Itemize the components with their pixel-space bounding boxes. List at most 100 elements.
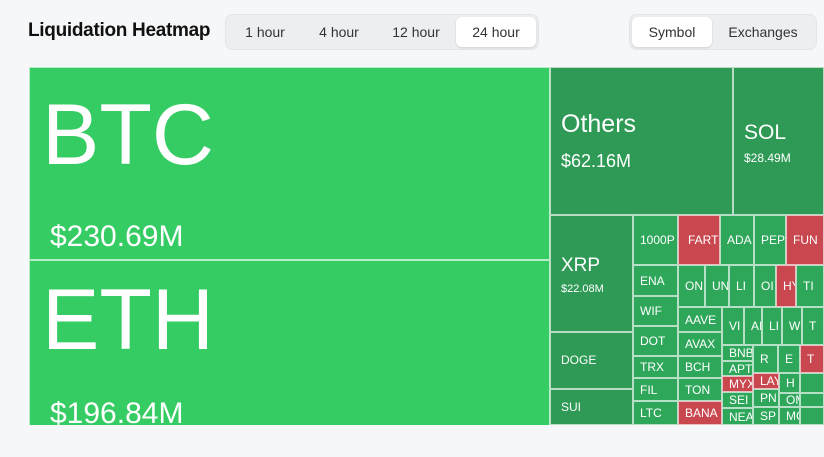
tab-symbol[interactable]: Symbol [632,17,712,47]
tile-dot[interactable]: DOT [633,326,678,356]
tile-eth[interactable]: ETH $196.84M [29,260,550,425]
page-title: Liquidation Heatmap [28,20,211,41]
tile-ena-symbol: ENA [640,273,665,288]
tile-hy[interactable]: HY [776,265,796,307]
tile-ada-symbol: ADA [727,233,752,247]
tile-sol[interactable]: SOL $28.49M [733,67,824,215]
tab-exchanges[interactable]: Exchanges [728,24,798,40]
tile-r-symbol: R [760,352,769,366]
tile-aave-symbol: AAVE [685,312,717,327]
tile-others[interactable]: Others $62.16M [550,67,733,215]
tile-avax-symbol: AVAX [685,337,716,351]
tile-banana-symbol: BANA [685,406,718,420]
tile-mc[interactable]: MC [779,407,800,425]
tile-near[interactable]: NEA [722,408,753,425]
tile-trx[interactable]: TRX [633,356,678,378]
tile-near-symbol: NEA [729,409,753,424]
tab-1-hour[interactable]: 1 hour [245,24,285,40]
tile-doge-symbol: DOGE [561,353,597,367]
tile-sei-symbol: SEI [729,393,749,407]
tile-fil[interactable]: FIL [633,378,678,401]
tile-ti-symbol: TI [803,279,814,293]
tile-r[interactable]: R [753,345,778,373]
tile-layer[interactable]: LAY [753,373,779,389]
tile-li-2[interactable]: LI [762,307,782,345]
tab-24-hour[interactable]: 24 hour [456,17,536,47]
tile-sp[interactable]: SP [753,407,779,425]
tile-h[interactable]: H [779,373,800,393]
tile-fun-symbol: FUN [793,233,818,247]
tile-h-symbol: H [786,376,795,390]
tile-avax[interactable]: AVAX [678,332,722,356]
tile-t-red-symbol: T [807,352,815,366]
tile-sui[interactable]: SUI [550,389,633,425]
tile-dot-symbol: DOT [640,334,666,348]
tile-bch-symbol: BCH [685,360,711,374]
tile-on[interactable]: ON [678,265,705,307]
tile-om[interactable]: OM [779,393,800,407]
tile-btc[interactable]: BTC $230.69M [29,67,550,260]
tile-eth-symbol: ETH [42,272,214,368]
tile-btc-symbol: BTC [42,87,214,183]
tile-pnut[interactable]: PN [753,389,779,407]
tile-oi[interactable]: OI [754,265,776,307]
tile-misc-2[interactable] [800,393,824,407]
tile-wif-symbol: WIF [640,304,662,318]
tile-others-value: $62.16M [561,151,632,171]
tile-mc-symbol: MC [786,409,799,423]
tile-ti[interactable]: TI [796,265,824,307]
tile-doge[interactable]: DOGE [550,332,633,389]
tile-xrp-value: $22.08M [561,283,604,295]
tile-fartcoin[interactable]: FARTC [678,215,720,265]
tile-on-symbol: ON [685,279,703,293]
tile-pepe[interactable]: PEP [754,215,786,265]
tile-w-symbol: W [789,319,801,333]
tile-btc-value: $230.69M [50,220,184,253]
header: Liquidation Heatmap 1 hour 4 hour 12 hou… [0,0,824,64]
tab-12-hour[interactable]: 12 hour [392,24,440,40]
time-range-selector: 1 hour 4 hour 12 hour 24 hour [225,14,539,50]
tile-misc-3[interactable] [800,407,824,425]
tile-1000p-symbol: 1000P [640,233,675,247]
tile-wif[interactable]: WIF [633,296,678,326]
tile-t[interactable]: T [802,307,824,345]
tile-layer-symbol: LAY [760,374,778,388]
tile-oi-symbol: OI [761,279,774,293]
tile-li[interactable]: LI [729,265,754,307]
tile-apt[interactable]: APT [722,361,753,376]
tab-4-hour[interactable]: 4 hour [319,24,359,40]
tile-sol-symbol: SOL [744,121,787,144]
tile-misc-1[interactable] [800,373,824,393]
tile-fun[interactable]: FUN [786,215,824,265]
tile-bch[interactable]: BCH [678,356,722,378]
tile-ai-symbol: AI [751,319,762,333]
tile-ada[interactable]: ADA [720,215,754,265]
liquidation-heatmap: BTC $230.69M ETH $196.84M Others $62.16M… [29,67,824,425]
tile-li-symbol: LI [736,279,747,293]
tile-ltc[interactable]: LTC [633,401,678,425]
tile-banana[interactable]: BANA [678,401,722,425]
tile-1000p[interactable]: 1000P [633,215,678,265]
tile-ton[interactable]: TON [678,378,722,401]
view-mode-selector: Symbol Exchanges [629,14,817,50]
tile-xrp[interactable]: XRP $22.08M [550,215,633,332]
tile-myx[interactable]: MYX [722,376,753,392]
tile-e-symbol: E [785,352,794,366]
tile-ai[interactable]: AI [744,307,762,345]
tile-e[interactable]: E [778,345,800,373]
tile-w[interactable]: W [782,307,802,345]
tile-myx-symbol: MYX [729,377,753,391]
tile-others-symbol: Others [561,110,637,138]
tile-un[interactable]: UN [705,265,729,307]
tile-hy-symbol: HY [783,279,795,293]
tile-bnb-symbol: BNB [729,346,753,360]
tile-bnb[interactable]: BNB [722,345,753,361]
tile-om-symbol: OM [786,393,799,407]
tile-sei[interactable]: SEI [722,392,753,408]
tile-t-red[interactable]: T [800,345,824,373]
tile-apt-symbol: APT [729,361,753,376]
tile-ena[interactable]: ENA [633,265,678,296]
tile-aave[interactable]: AAVE [678,307,722,332]
tile-trx-symbol: TRX [640,360,664,374]
tile-vi[interactable]: VI [722,307,744,345]
